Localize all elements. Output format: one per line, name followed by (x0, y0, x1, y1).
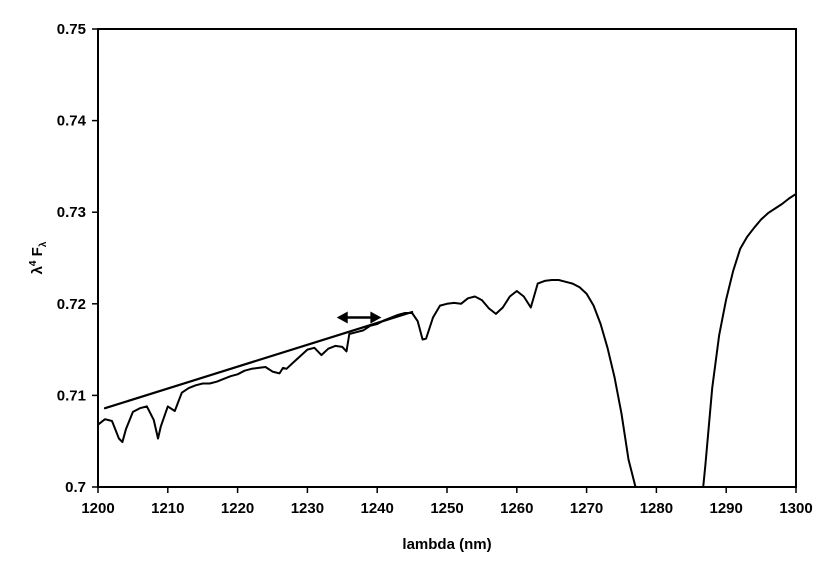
double-arrow-right-head (370, 311, 382, 324)
y-tick-label: 0.7 (65, 479, 86, 496)
annotation-layer (336, 311, 382, 324)
x-tick-label: 1250 (430, 500, 463, 517)
y-axis-title-main: F (29, 247, 46, 260)
x-tick-label: 1300 (779, 500, 812, 517)
y-tick-label: 0.75 (57, 21, 86, 38)
x-axis-title: lambda (nm) (402, 536, 491, 553)
y-tick-label: 0.74 (57, 113, 87, 130)
x-tick-label: 1270 (570, 500, 603, 517)
y-axis-title: λ4 Fλ (28, 241, 49, 274)
series-layer (98, 192, 796, 487)
y-axis-tick-labels: 0.7 0.71 0.72 0.73 0.74 0.75 (57, 21, 87, 496)
x-tick-label: 1290 (710, 500, 743, 517)
x-axis-tick-labels: 1200 1210 1220 1230 1240 1250 1260 1270 1280 1290… (81, 500, 812, 517)
plot-frame (97, 28, 797, 488)
y-axis-title-base: λ (29, 265, 46, 274)
y-axis-title-exp: 4 (28, 260, 39, 266)
y-tick-label: 0.72 (57, 296, 86, 313)
x-tick-label: 1240 (361, 500, 394, 517)
y-tick-label: 0.71 (57, 387, 86, 404)
fit-line (103, 310, 414, 410)
y-axis-title-sub: λ (38, 241, 49, 247)
double-arrow-left-head (336, 311, 348, 324)
y-tick-label: 0.73 (57, 204, 86, 221)
x-tick-label: 1220 (221, 500, 254, 517)
x-tick-label: 1230 (291, 500, 324, 517)
x-tick-label: 1210 (151, 500, 184, 517)
x-tick-label: 1260 (500, 500, 533, 517)
x-tick-label: 1280 (640, 500, 673, 517)
x-tick-label: 1200 (81, 500, 114, 517)
